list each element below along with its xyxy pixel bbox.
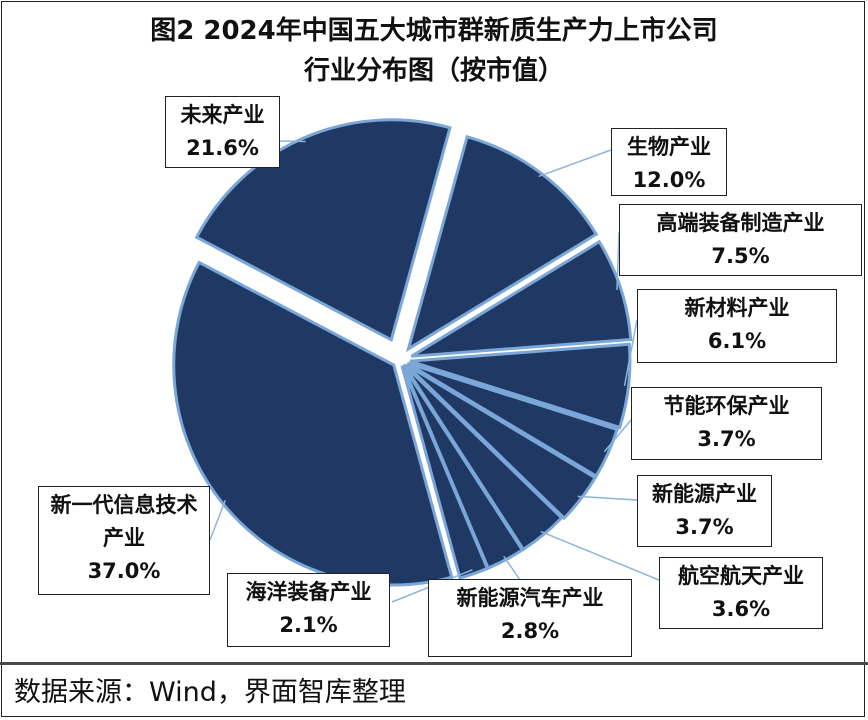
slice-label-future: 未来产业 21.6%: [165, 96, 280, 168]
source-note: 数据来源：Wind，界面智库整理: [14, 677, 406, 708]
slice-label-text: 新一代信息技术产业: [50, 493, 198, 550]
slice-label-text: 海洋装备产业: [245, 580, 372, 604]
slice-label-text: 新能源汽车产业: [456, 586, 604, 610]
pie-slice: [172, 260, 454, 587]
slice-label-text: 节能环保产业: [663, 394, 790, 418]
pie-slice: [406, 361, 619, 479]
pie-slice: [409, 342, 632, 430]
chart-title-line1: 图2 2024年中国五大城市群新质生产力上市公司: [150, 16, 718, 46]
chart-title-line2: 行业分布图（按市值）: [303, 56, 564, 86]
slice-label-text: 航空航天产业: [678, 564, 804, 588]
slice-value-text: 37.0%: [87, 559, 161, 583]
slice-label-text: 未来产业: [180, 103, 265, 127]
slice-value-text: 3.7%: [697, 427, 756, 451]
leader-line: [209, 499, 226, 541]
slice-label-marine: 海洋装备产业 2.1%: [227, 573, 390, 647]
slice-label-new-energy: 新能源产业 3.7%: [637, 475, 772, 547]
slice-value-text: 6.1%: [707, 329, 767, 353]
slice-label-text: 高端装备制造产业: [656, 211, 825, 235]
leader-line: [538, 149, 612, 178]
leader-line: [616, 231, 620, 290]
leader-line: [577, 495, 638, 501]
slice-value-text: 21.6%: [186, 136, 259, 160]
slice-label-high-end-equipment: 高端装备制造产业 7.5%: [619, 204, 862, 276]
slice-value-text: 3.7%: [675, 515, 734, 539]
slice-value-text: 3.6%: [711, 597, 771, 621]
slice-label-text: 新材料产业: [684, 296, 790, 320]
pie-slice: [405, 363, 598, 521]
slice-label-bio: 生物产业 12.0%: [611, 128, 727, 196]
slice-value-text: 7.5%: [711, 244, 770, 268]
leader-line: [603, 419, 632, 453]
source-divider: [0, 662, 868, 665]
slice-label-text: 新能源产业: [652, 482, 757, 506]
slice-label-new-materials: 新材料产业 6.1%: [637, 289, 837, 363]
slice-value-text: 2.8%: [500, 619, 560, 643]
pie-slice: [410, 239, 633, 358]
slice-value-text: 12.0%: [632, 168, 706, 192]
leader-line: [623, 319, 638, 386]
leader-line: [540, 530, 660, 581]
slice-label-text: 生物产业: [627, 135, 711, 159]
slice-value-text: 2.1%: [279, 613, 338, 637]
slice-label-it: 新一代信息技术产业 37.0%: [38, 486, 210, 595]
pie-slice: [400, 365, 490, 580]
slice-label-nev: 新能源汽车产业 2.8%: [428, 579, 632, 657]
slice-label-aerospace: 航空航天产业 3.6%: [659, 557, 823, 629]
pie-slice: [405, 134, 599, 353]
pie-slice: [194, 118, 452, 343]
leader-line: [503, 555, 521, 581]
slice-label-energy-saving: 节能环保产业 3.7%: [631, 387, 822, 460]
